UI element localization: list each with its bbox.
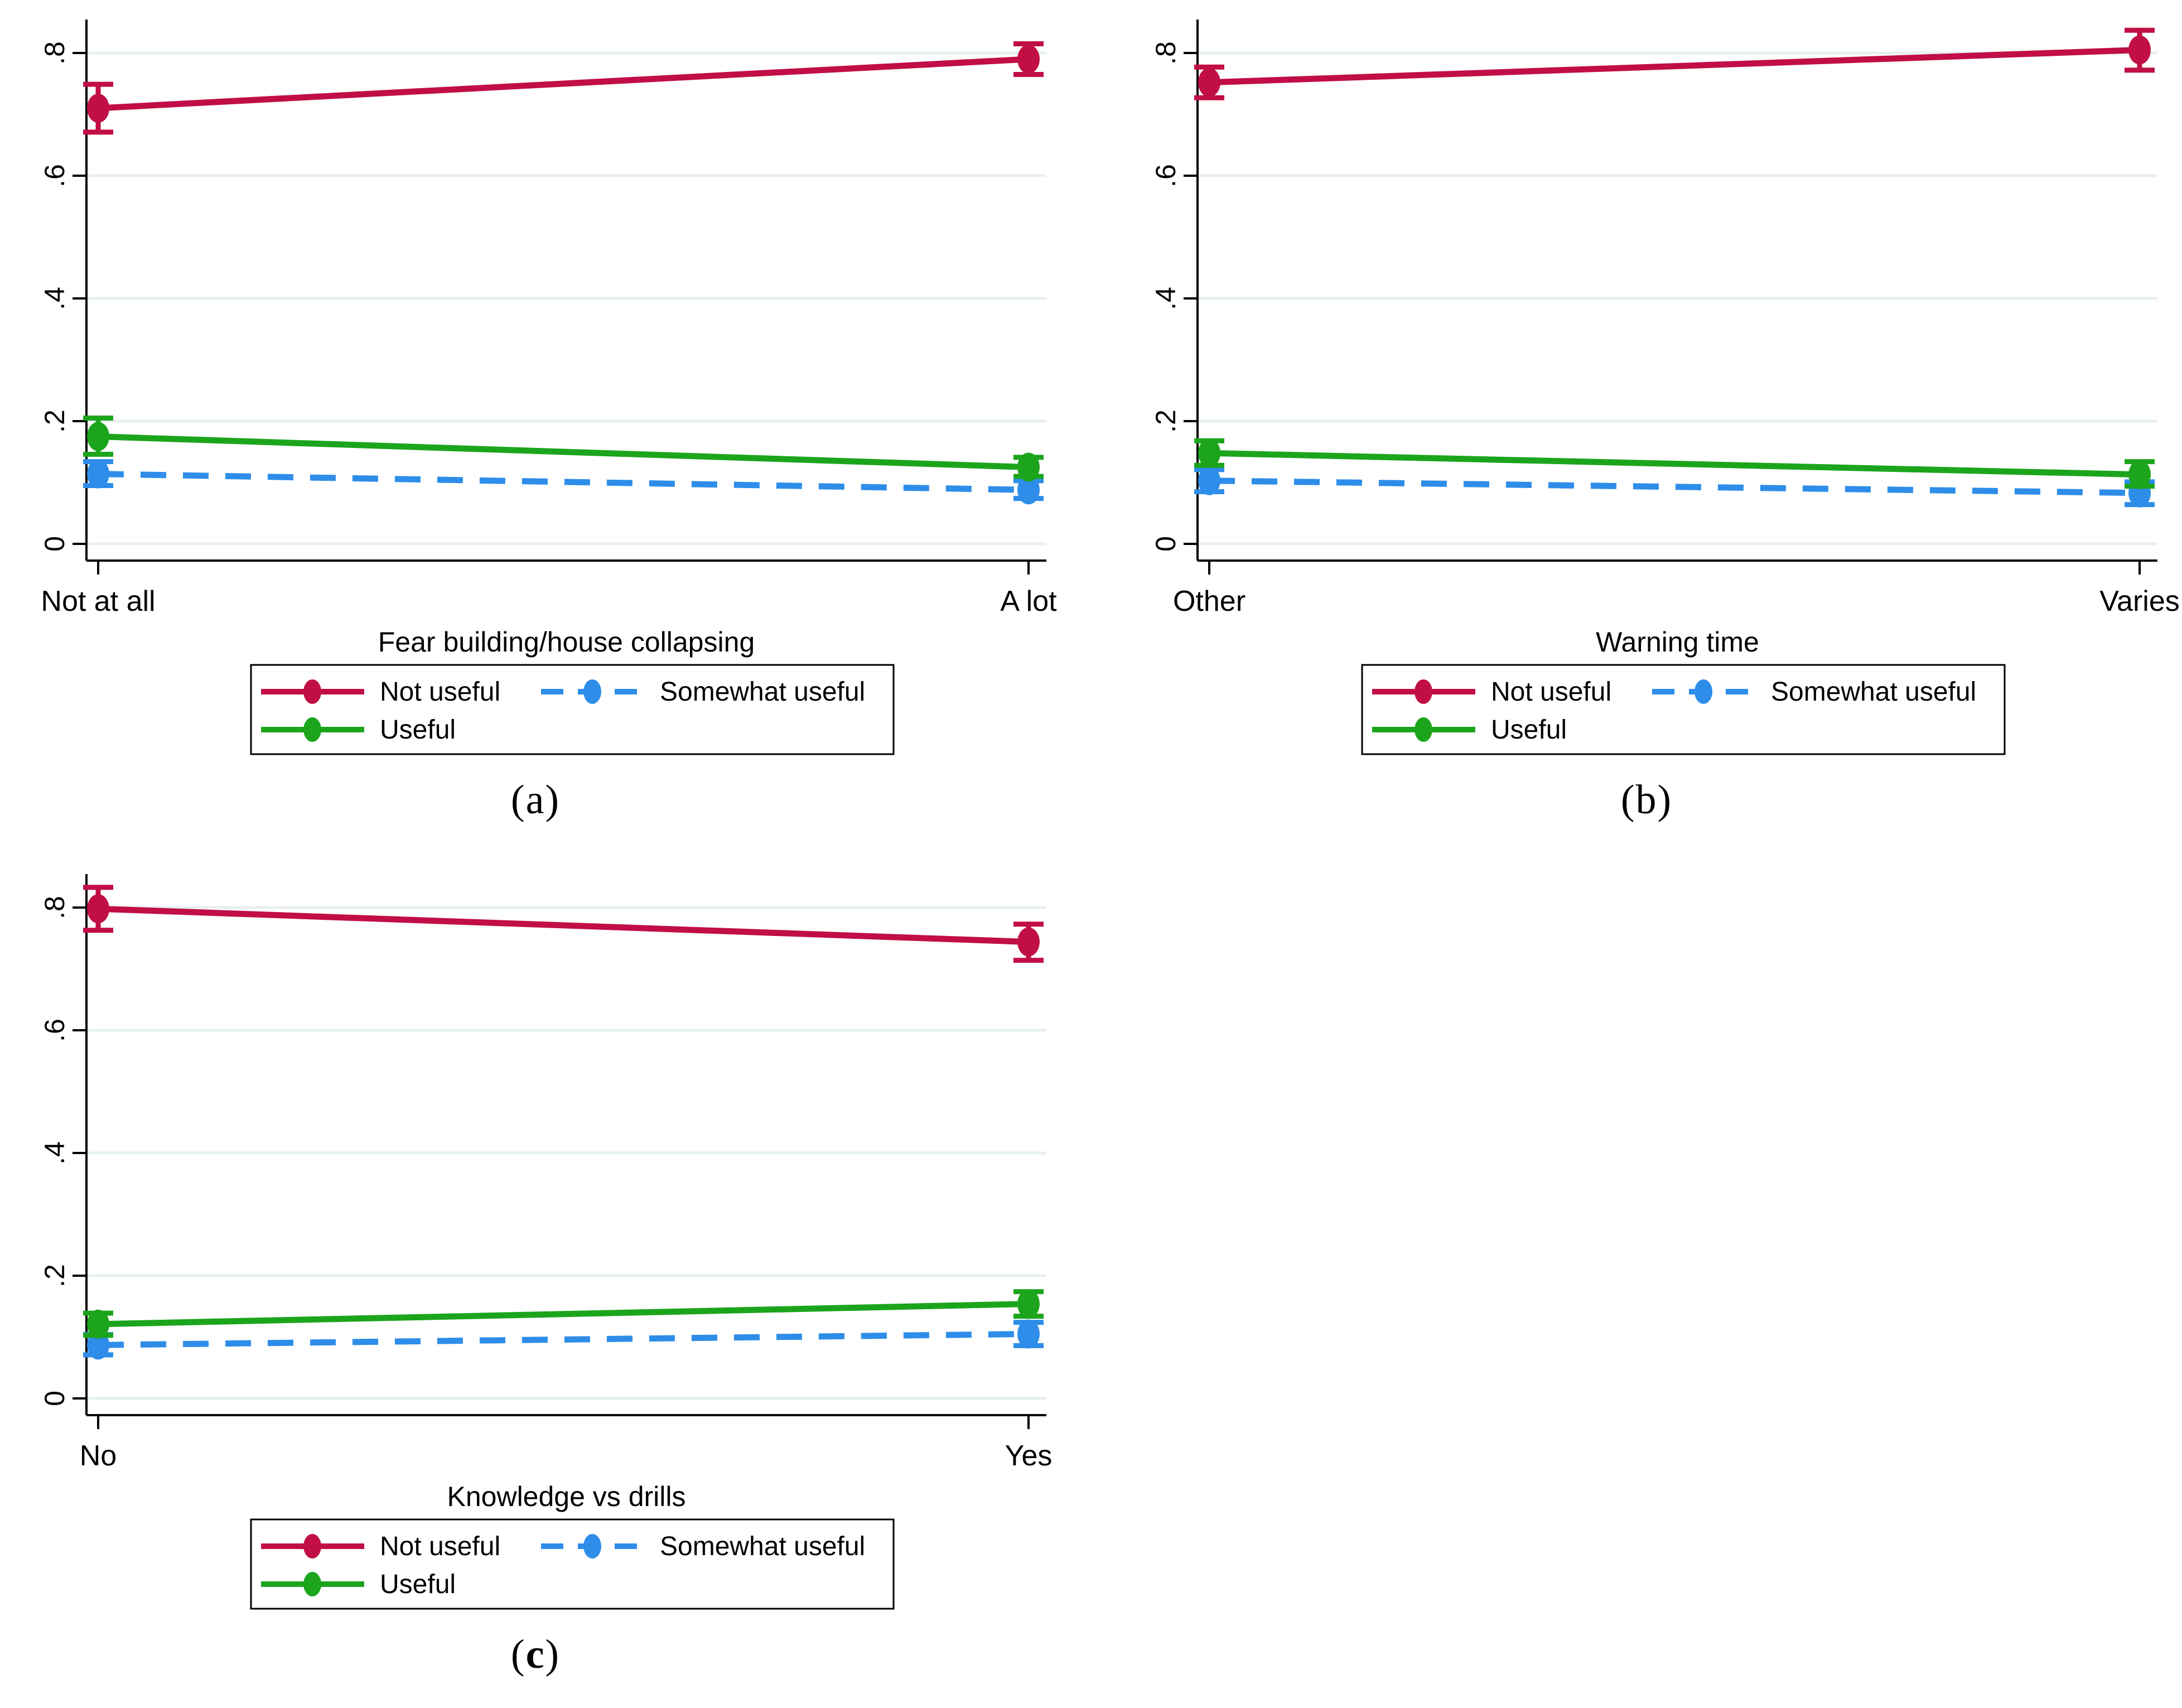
legend-box <box>250 1518 895 1610</box>
marker-useful <box>2128 460 2151 489</box>
legend-marker-not-useful <box>303 679 321 704</box>
series-line-somewhat-useful <box>98 471 1029 493</box>
series-line-not-useful <box>98 56 1029 112</box>
y-tick-label: .8 <box>39 896 70 919</box>
legend-label-somewhat-useful: Somewhat useful <box>1771 677 1976 707</box>
caption-a-letter: a <box>525 777 546 823</box>
y-tick-label: .6 <box>39 1019 70 1042</box>
caption-a-post: ) <box>545 777 561 823</box>
caption-b: (b) <box>1111 776 2182 824</box>
marker-somewhat-useful <box>1198 466 1220 495</box>
caption-b-post: ) <box>1657 777 1673 823</box>
series-line-somewhat-useful <box>98 1331 1029 1348</box>
y-tick-label: .8 <box>1150 41 1181 65</box>
y-tick-label: 0 <box>39 1391 70 1406</box>
y-tick-label: .4 <box>39 1141 70 1165</box>
legend-marker-useful <box>1415 717 1432 742</box>
legend-box <box>1361 664 2006 755</box>
series-line-useful <box>1209 450 2140 478</box>
marker-somewhat-useful <box>87 1330 109 1360</box>
legend-marker-not-useful <box>303 1534 321 1559</box>
x-tick-label: Yes <box>1005 1440 1053 1472</box>
marker-useful <box>1017 452 1040 482</box>
legend-label-not-useful: Not useful <box>380 1532 500 1561</box>
series-line-not-useful <box>1209 47 2140 86</box>
x-tick-label: Varies <box>2099 585 2180 617</box>
legend-label-useful: Useful <box>380 715 456 745</box>
y-tick-label: .4 <box>39 287 70 310</box>
x-axis-title: Warning time <box>1596 626 1759 658</box>
legend-marker-somewhat-useful <box>1695 679 1712 704</box>
chart-c: 0 .2 .4 .6 .8 No Yes Knowledge vs drills Not use… <box>39 874 1053 1610</box>
legend-label-somewhat-useful: Somewhat useful <box>660 1532 865 1561</box>
caption-c-letter: c <box>525 1632 546 1677</box>
legend-marker-somewhat-useful <box>583 679 601 704</box>
series-line-somewhat-useful <box>1209 477 2140 496</box>
legend-marker-useful <box>303 1572 321 1596</box>
caption-c: (c) <box>0 1631 1071 1678</box>
y-tick-label: .8 <box>39 41 70 65</box>
marker-useful <box>1198 438 1220 468</box>
y-tick-label: .6 <box>39 164 70 187</box>
caption-b-letter: b <box>1635 777 1658 823</box>
marker-not-useful <box>1198 67 1220 97</box>
y-tick-label: .2 <box>39 1264 70 1287</box>
marker-not-useful <box>87 94 109 123</box>
marker-useful <box>1017 1289 1040 1319</box>
x-axis-title: Fear building/house collapsing <box>378 626 755 658</box>
legend-label-useful: Useful <box>380 1570 456 1599</box>
x-tick-label: Other <box>1173 585 1246 617</box>
marker-somewhat-useful <box>1017 1319 1040 1349</box>
chart-b: 0 .2 .4 .6 .8 Other Varies Warning time Not usef… <box>1150 20 2180 755</box>
series-line-useful <box>98 1301 1029 1328</box>
x-tick-label: Not at all <box>41 585 155 617</box>
y-tick-label: .2 <box>39 409 70 433</box>
series-line-useful <box>98 433 1029 470</box>
y-tick-label: .2 <box>1150 409 1181 433</box>
legend-label-useful: Useful <box>1491 715 1567 745</box>
x-axis-title: Knowledge vs drills <box>447 1481 686 1512</box>
caption-a-pre: ( <box>510 777 526 823</box>
legend-marker-somewhat-useful <box>583 1534 601 1559</box>
series-line-not-useful <box>98 905 1029 945</box>
caption-c-post: ) <box>545 1632 561 1677</box>
marker-useful <box>87 422 109 451</box>
y-tick-label: .4 <box>1150 287 1181 310</box>
caption-c-pre: ( <box>510 1632 526 1677</box>
legend-label-not-useful: Not useful <box>1491 677 1611 707</box>
caption-b-pre: ( <box>1620 777 1636 823</box>
legend-label-not-useful: Not useful <box>380 677 500 707</box>
legend-marker-useful <box>303 717 321 742</box>
x-tick-label: A lot <box>1000 585 1057 617</box>
legend-label-somewhat-useful: Somewhat useful <box>660 677 865 707</box>
marker-not-useful <box>2128 35 2151 65</box>
figure-panel-a: 0 .2 .4 .6 .8 Not at all A lot Fear building/ho… <box>0 0 1071 853</box>
y-tick-label: .6 <box>1150 164 1181 187</box>
marker-not-useful <box>1017 45 1040 74</box>
chart-a: 0 .2 .4 .6 .8 Not at all A lot Fear building/ho… <box>39 20 1057 755</box>
y-tick-label: 0 <box>39 536 70 552</box>
marker-somewhat-useful <box>87 459 109 489</box>
legend-box <box>250 664 895 755</box>
marker-somewhat-useful <box>1017 475 1040 505</box>
legend-marker-not-useful <box>1415 679 1432 704</box>
marker-not-useful <box>87 894 109 924</box>
y-tick-label: 0 <box>1150 536 1181 552</box>
marker-not-useful <box>1017 927 1040 957</box>
caption-a: (a) <box>0 776 1071 824</box>
marker-useful <box>87 1309 109 1339</box>
figure-panel-c: 0 .2 .4 .6 .8 No Yes Knowledge vs drills Not use… <box>0 855 1071 1708</box>
x-tick-label: No <box>80 1440 117 1472</box>
figure-panel-b: 0 .2 .4 .6 .8 Other Varies Warning time Not usef… <box>1111 0 2182 853</box>
